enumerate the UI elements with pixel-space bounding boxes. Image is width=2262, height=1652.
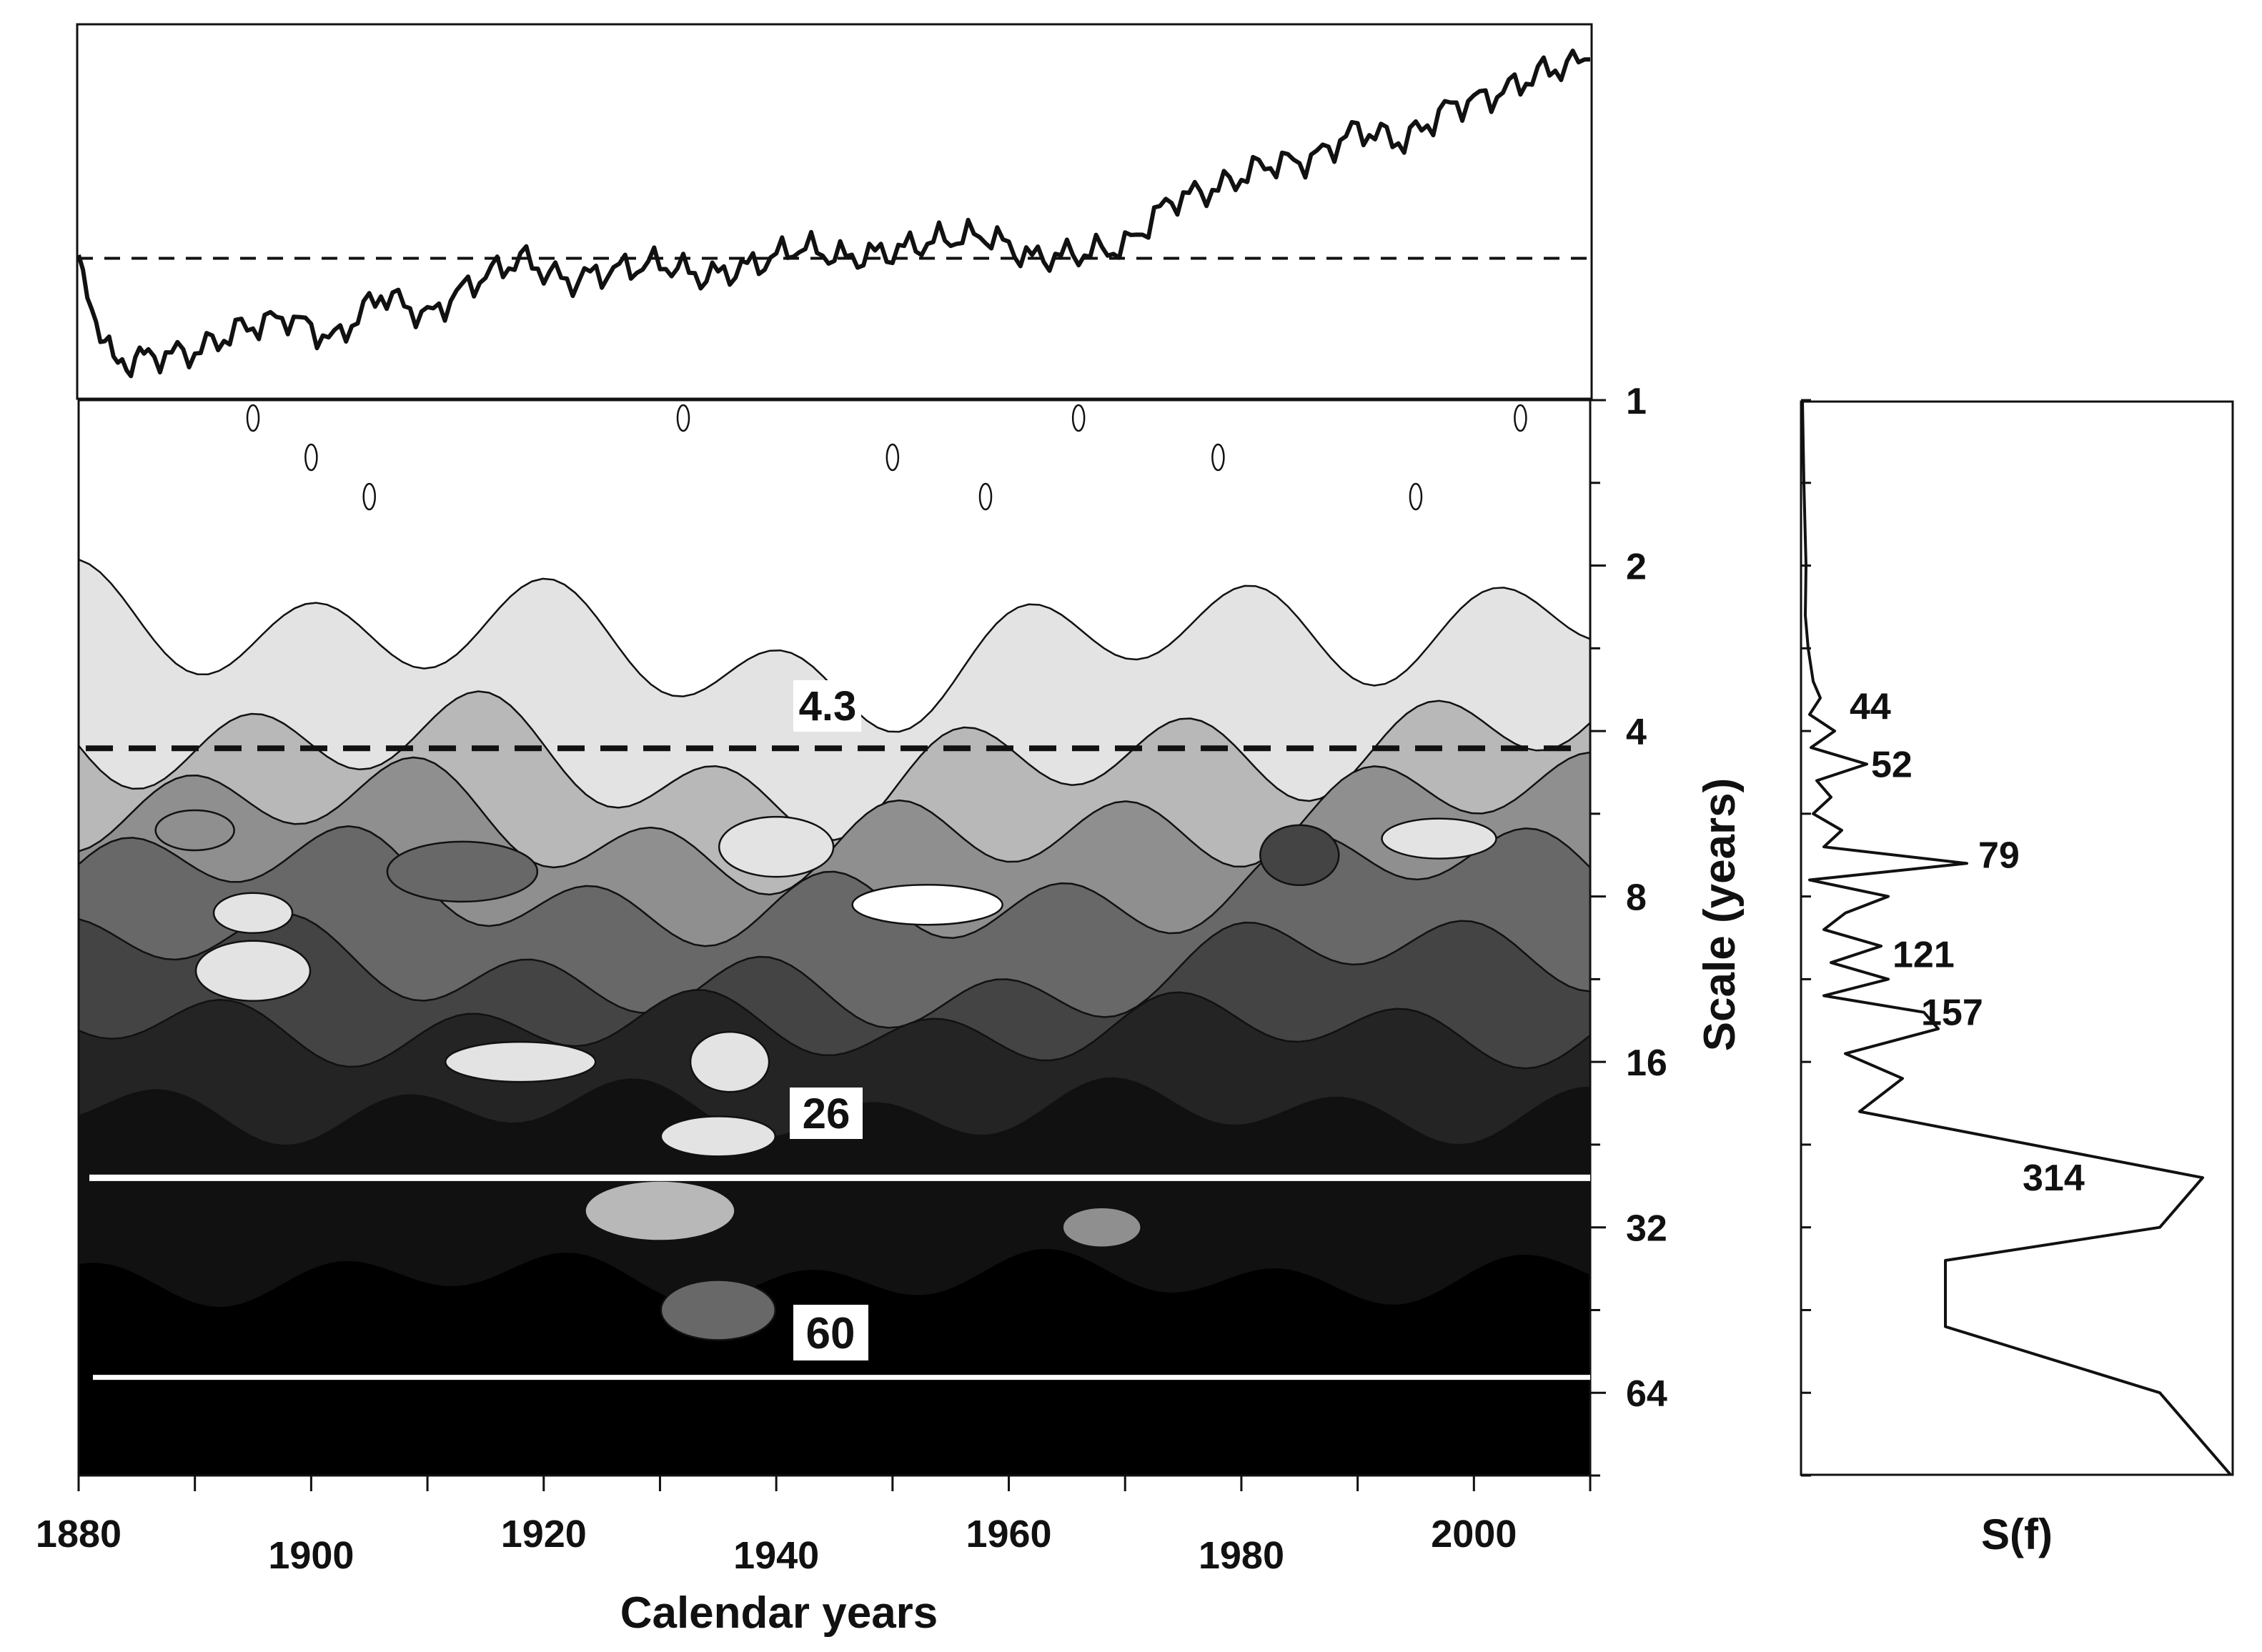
year-axis: 1880 1900 1920 1940 1960 1980 2000 bbox=[36, 1476, 1592, 1577]
wavelet-level-8 bbox=[79, 1247, 1590, 1476]
scale-axis: 1 2 4 8 16 32 64 bbox=[1590, 381, 1667, 1477]
year-tick-label: 1880 bbox=[36, 1513, 121, 1556]
wavelet-blob bbox=[154, 809, 235, 852]
time-series-panel bbox=[76, 23, 1593, 400]
wavelet-island bbox=[676, 404, 690, 432]
wavelet-island bbox=[246, 404, 260, 432]
scale-axis-title: Scale (years) bbox=[1695, 778, 1745, 1052]
spectrum-peak-label: 52 bbox=[1871, 744, 1913, 785]
scale-label-4-3: 4.3 bbox=[793, 680, 861, 732]
wavelet-frame bbox=[77, 399, 1592, 1477]
scale-label-60: 60 bbox=[793, 1305, 868, 1360]
scale-tick-label: 4 bbox=[1626, 712, 1647, 753]
wavelet-island bbox=[886, 443, 900, 472]
scale-label-60-box bbox=[793, 1305, 868, 1360]
scale-label-60-text: 60 bbox=[806, 1309, 855, 1358]
wavelet-blob bbox=[689, 1030, 770, 1093]
wavelet-island bbox=[978, 482, 993, 511]
year-axis-title: Calendar years bbox=[620, 1588, 938, 1638]
wavelet-blob bbox=[1381, 817, 1497, 860]
spectrum-peak-label: 79 bbox=[1978, 835, 2020, 877]
scale-tick-label: 16 bbox=[1626, 1043, 1667, 1084]
year-tick-label: 1900 bbox=[268, 1534, 354, 1577]
wavelet-blob bbox=[851, 883, 1003, 926]
wavelet-island bbox=[1071, 404, 1086, 432]
year-tick-label: 1920 bbox=[501, 1513, 587, 1556]
spectrum-panel: 44 52 79 121 157 314 S(f) bbox=[1800, 399, 2234, 1558]
wavelet-island bbox=[1409, 482, 1423, 511]
time-series-frame bbox=[76, 23, 1593, 400]
scale-tick-label: 1 bbox=[1626, 381, 1647, 422]
spectrum-peak-label: 44 bbox=[1850, 686, 1891, 727]
wavelet-island bbox=[1514, 404, 1527, 432]
wavelet-blob bbox=[660, 1115, 777, 1158]
year-tick-label: 1980 bbox=[1199, 1534, 1284, 1577]
year-tick-label: 2000 bbox=[1431, 1513, 1517, 1556]
scale-label-4-3-box bbox=[793, 680, 861, 732]
wavelet-island bbox=[1211, 443, 1225, 472]
spectrum-frame bbox=[1800, 400, 2234, 1476]
scale-tick-label: 64 bbox=[1626, 1373, 1667, 1415]
scale-label-4-3-text: 4.3 bbox=[799, 683, 857, 730]
spectrum-line bbox=[1801, 402, 2233, 1475]
scale-label-26-box bbox=[790, 1088, 863, 1139]
scale-tick-label: 32 bbox=[1626, 1208, 1667, 1250]
wavelet-blob bbox=[1061, 1206, 1142, 1248]
spectrum-peak-labels: 44 52 79 121 157 314 bbox=[1850, 686, 2085, 1199]
wavelet-blob bbox=[584, 1180, 736, 1242]
wavelet-blob bbox=[444, 1040, 597, 1083]
time-series-line bbox=[77, 49, 1591, 379]
scale-label-26-text: 26 bbox=[803, 1090, 850, 1138]
wavelet-blob bbox=[660, 1279, 777, 1341]
spectrum-axis bbox=[1801, 399, 1811, 1477]
year-tick-label: 1940 bbox=[733, 1534, 819, 1577]
scale-label-26: 26 bbox=[790, 1088, 863, 1139]
wavelet-island bbox=[362, 482, 376, 511]
wavelet-blob bbox=[194, 940, 312, 1002]
spectrum-peak-label: 314 bbox=[2023, 1158, 2085, 1199]
spectrum-axis-title: S(f) bbox=[1981, 1511, 2053, 1558]
scale-tick-label: 8 bbox=[1626, 877, 1647, 919]
wavelet-blob bbox=[212, 892, 294, 935]
scale-tick-label: 2 bbox=[1626, 547, 1647, 588]
spectrum-peak-label: 121 bbox=[1893, 935, 1955, 976]
wavelet-island bbox=[304, 443, 318, 472]
year-tick-label: 1960 bbox=[966, 1513, 1051, 1556]
wavelet-blob bbox=[386, 840, 539, 903]
wavelet-blob bbox=[718, 815, 835, 878]
spectrum-peak-label: 157 bbox=[1921, 992, 1983, 1034]
wavelet-blob bbox=[1259, 824, 1340, 886]
